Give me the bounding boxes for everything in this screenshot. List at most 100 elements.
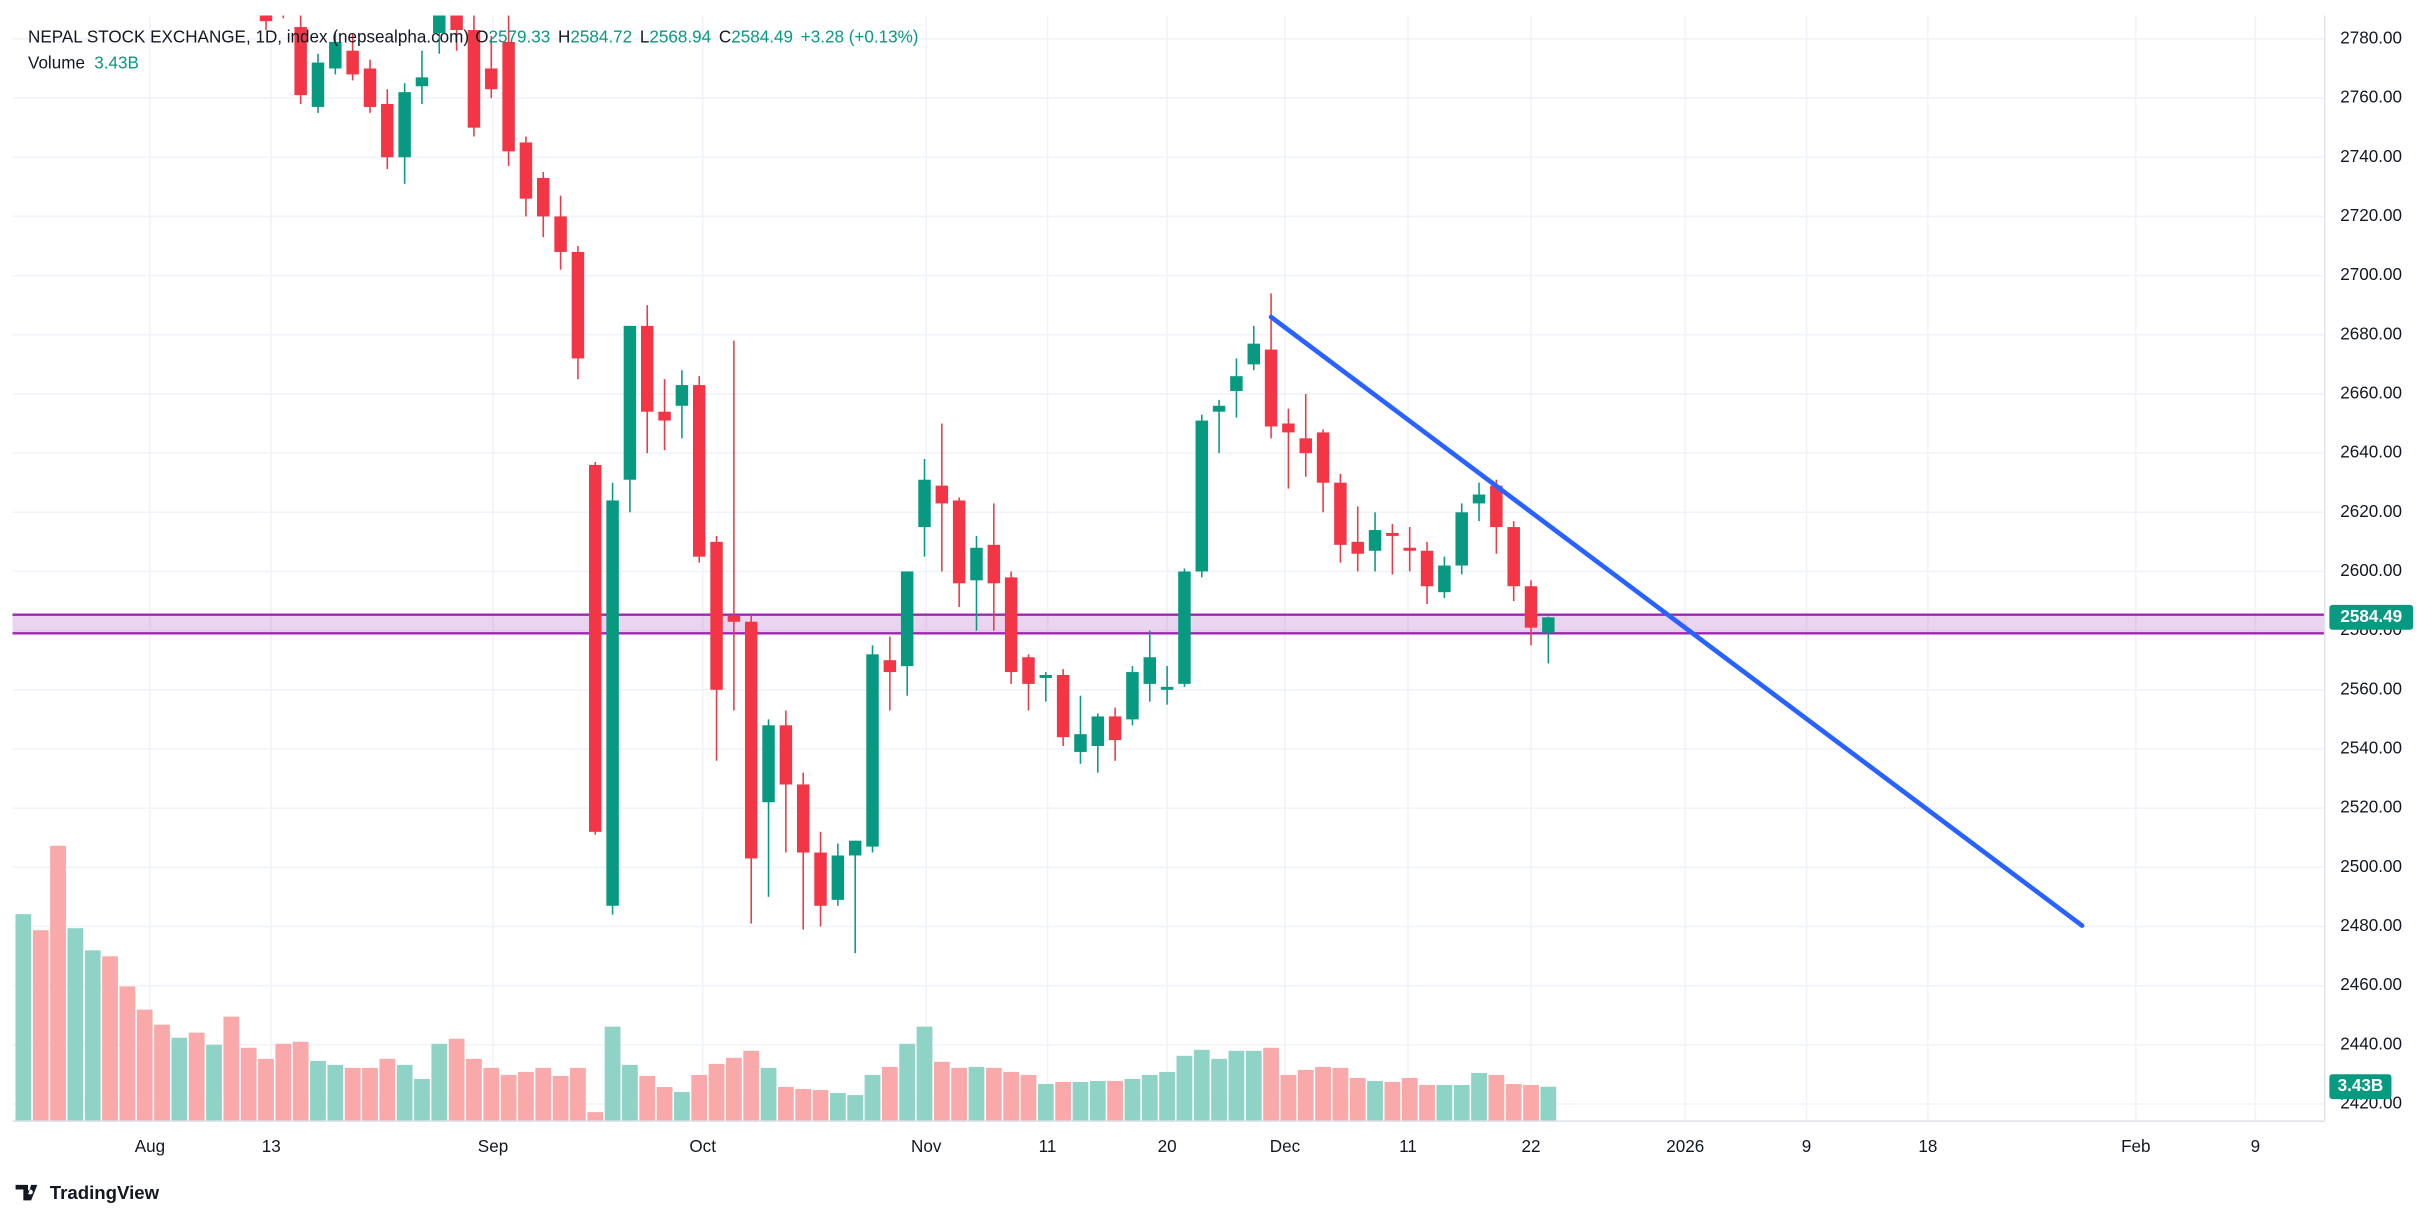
candle-body	[762, 725, 775, 803]
candle-body	[641, 325, 654, 412]
candle-body	[311, 62, 325, 107]
candle-body	[467, 30, 481, 128]
x-tick-label: 11	[1399, 1137, 1417, 1156]
volume-bar	[1124, 1078, 1141, 1122]
candle-body	[952, 500, 966, 584]
volume-bar	[1315, 1066, 1331, 1122]
brand-logo: TradingView	[15, 1182, 160, 1203]
volume-bar	[171, 1037, 188, 1122]
y-tick-label: 2480.00	[2340, 916, 2402, 935]
candle-body	[502, 41, 515, 152]
candle-body	[970, 547, 983, 581]
brand-name: TradingView	[50, 1182, 160, 1203]
volume-badge	[2329, 1074, 2392, 1100]
volume-value: 3.43B	[94, 53, 139, 72]
candle-body	[710, 541, 723, 690]
volume-bar	[570, 1067, 586, 1122]
volume-bar	[1089, 1080, 1106, 1122]
volume-bar	[518, 1071, 534, 1122]
candle-body	[1264, 349, 1278, 427]
volume-bar	[414, 1078, 430, 1122]
volume-bar	[985, 1067, 1002, 1122]
trend-line	[1268, 314, 2085, 928]
candle-body	[589, 464, 602, 832]
candle-body	[554, 216, 567, 252]
volume-bar	[725, 1057, 742, 1122]
volume-bar	[1193, 1049, 1210, 1122]
x-tick-label: Aug	[135, 1137, 165, 1156]
candle-body	[329, 41, 342, 69]
volume-bar	[622, 1064, 638, 1122]
volume-bar	[1471, 1072, 1487, 1122]
x-tick-label: 18	[1918, 1137, 1937, 1156]
candle-body	[1056, 675, 1070, 738]
candle-body	[1490, 485, 1503, 528]
candle-body	[623, 325, 637, 480]
volume-bar	[795, 1089, 812, 1122]
axes: 2420.002440.002460.002480.002500.002520.…	[135, 28, 2414, 1156]
volume-bar	[639, 1075, 656, 1122]
candle-body	[658, 411, 671, 421]
volume-bar	[604, 1026, 621, 1122]
volume-bar	[1540, 1086, 1557, 1122]
candle-body	[1420, 550, 1434, 587]
volume-bar	[899, 1043, 916, 1122]
candle-body	[1351, 541, 1364, 554]
candle-body	[1386, 532, 1399, 536]
y-tick-label: 2500.00	[2340, 857, 2402, 876]
candle-body	[606, 500, 619, 906]
candle-body	[398, 92, 411, 158]
candle-body	[1542, 617, 1555, 633]
volume-bar	[379, 1058, 396, 1122]
candle-body	[1438, 565, 1451, 593]
volume-bar	[1003, 1071, 1020, 1122]
x-tick-label: 22	[1522, 1137, 1541, 1156]
zone-fill	[12, 614, 2325, 634]
volume-bar	[292, 1041, 309, 1122]
ohlc-value: 2579.33	[489, 27, 551, 46]
candle-body	[1368, 530, 1382, 551]
y-tick-label: 2620.00	[2340, 502, 2402, 521]
candle-body	[519, 142, 533, 199]
candle-body	[1403, 547, 1416, 551]
volume-bar	[32, 930, 49, 1122]
volume-bar	[1037, 1083, 1054, 1122]
x-tick-label: Oct	[689, 1137, 716, 1156]
volume-bar	[1280, 1074, 1297, 1122]
price-badge-label: 2584.49	[2340, 607, 2402, 626]
candle-body	[1230, 376, 1243, 391]
volume-bar	[223, 1016, 240, 1122]
ohlc-letter: O	[475, 27, 488, 46]
volume-bar	[240, 1047, 257, 1122]
volume-bar	[206, 1044, 222, 1122]
candle-body	[1316, 432, 1330, 483]
volume-bar	[674, 1092, 690, 1122]
volume-bar	[258, 1058, 274, 1122]
volume-bar	[691, 1074, 708, 1122]
volume-bar	[1159, 1071, 1175, 1122]
candle-body	[1507, 527, 1520, 587]
volume-bar	[1297, 1069, 1314, 1122]
ohlc-letter: L	[640, 27, 649, 46]
candle-body	[918, 479, 931, 528]
candle-body	[433, 15, 446, 33]
grid	[12, 15, 2325, 1122]
volume-bar	[587, 1112, 604, 1122]
x-tick-label: Feb	[2121, 1137, 2150, 1156]
candle-body	[883, 660, 897, 673]
x-tick-label: 9	[1802, 1137, 1811, 1156]
x-tick-label: Dec	[1270, 1137, 1301, 1156]
candle-body	[727, 615, 741, 622]
volume-bar	[327, 1064, 344, 1122]
candle-body	[485, 68, 498, 90]
x-tick-label: 11	[1039, 1137, 1057, 1156]
volume-badge-label: 3.43B	[2338, 1076, 2384, 1095]
candle-body	[900, 571, 914, 667]
y-tick-label: 2460.00	[2340, 975, 2402, 994]
volume-bar	[50, 845, 66, 1122]
volume-bar	[396, 1064, 413, 1122]
volume-bar	[743, 1050, 760, 1122]
candle-body	[1247, 343, 1260, 365]
candle-body	[675, 385, 689, 406]
